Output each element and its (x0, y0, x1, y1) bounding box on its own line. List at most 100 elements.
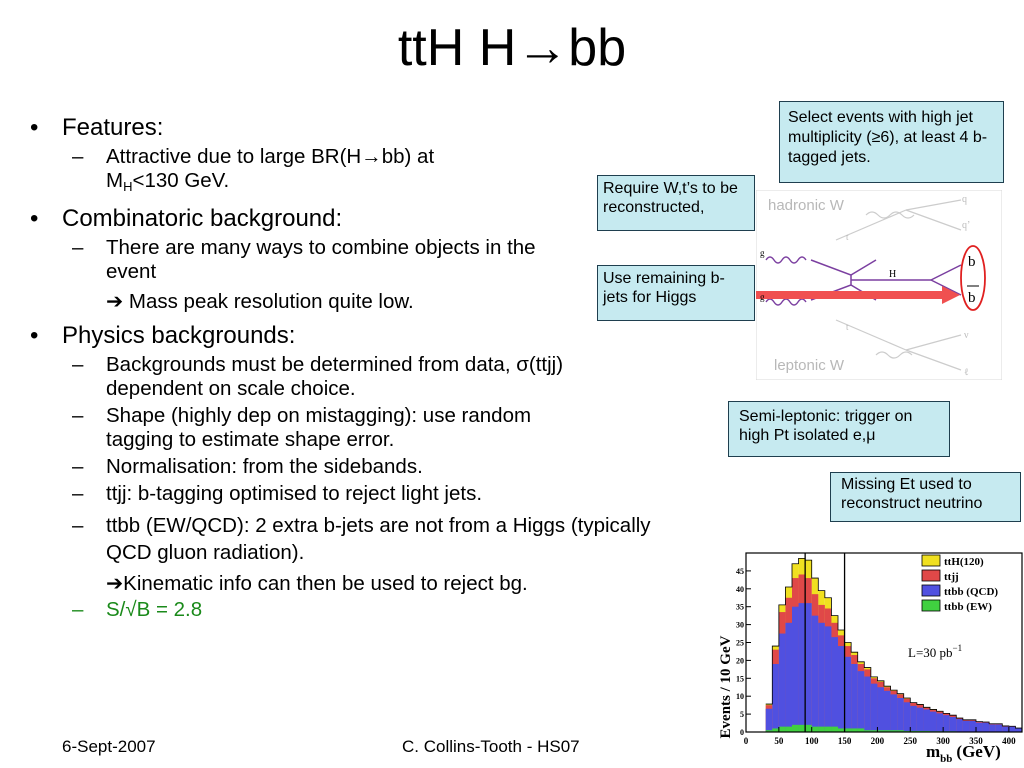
legend-label: ttjj (944, 571, 959, 583)
bullet-features: Features: (30, 114, 710, 142)
b-jets-circle (960, 245, 986, 311)
bin-ttbb-qcd- (916, 707, 924, 732)
x-tick-label: 300 (936, 736, 950, 746)
bin-ttbb-qcd- (956, 719, 963, 732)
bin-ttbb-ew- (897, 730, 904, 732)
bin-ttbb-qcd- (857, 671, 865, 732)
x-tick-label: 200 (871, 736, 885, 746)
bin-ttbb-qcd- (989, 724, 996, 732)
bin-ttbb-ew- (831, 726, 838, 732)
bin-ttbb-ew- (792, 724, 799, 732)
gluon-bottom-label: g (760, 292, 765, 302)
footer-author: C. Collins-Tooth - HS07 (402, 737, 580, 756)
x-tick-label: 400 (1002, 736, 1016, 746)
callout-require-w: Require W,t’s to be reconstructed, (597, 175, 755, 231)
hadronic-w-label: hadronic W (768, 197, 845, 214)
bin-ttbb-ew- (857, 728, 865, 732)
sub-bullet-normalisation: Normalisation: from the sidebands. (72, 455, 710, 479)
legend-swatch (921, 569, 941, 582)
bin-ttbb-qcd- (792, 606, 799, 732)
leptonic-w-label: leptonic W (774, 357, 845, 374)
mass-prefix: M (106, 169, 124, 192)
bin-ttbb-ew- (870, 730, 878, 732)
legend-label: ttbb (EW) (944, 601, 992, 613)
bin-ttbb-qcd- (1008, 726, 1016, 732)
bin-ttbb-qcd- (923, 709, 930, 732)
diagram-faded-lines (835, 199, 962, 371)
bin-ttbb-qcd- (976, 722, 983, 732)
x-axis-label: mbb (GeV) (926, 742, 1001, 765)
bin-ttbb-ew- (805, 724, 812, 732)
x-tick-label: 350 (969, 736, 983, 746)
bin-ttbb-ew- (824, 726, 832, 732)
mass-subscript: H (123, 179, 133, 194)
y-tick-label: 5 (740, 710, 744, 719)
bin-ttbb-ew- (811, 726, 819, 732)
top-label: t (846, 232, 849, 242)
bin-ttbb-qcd- (903, 702, 911, 732)
bullet-combinatoric: Combinatoric background: (30, 205, 710, 233)
x-tick-label: 0 (744, 736, 749, 746)
y-tick-label: 35 (736, 603, 744, 612)
bin-ttbb-ew- (890, 730, 898, 732)
bin-ttbb-ew- (884, 730, 891, 732)
y-tick-label: 15 (736, 674, 744, 683)
bin-ttbb-qcd- (831, 637, 838, 732)
bin-ttbb-qcd- (982, 722, 990, 732)
sub-bullet-significance: S/√B = 2.8 (72, 598, 710, 622)
y-tick-label: 40 (736, 585, 744, 594)
callout-missing-et: Missing Et used to reconstruct neutrino (830, 472, 1021, 522)
bin-ttbb-qcd- (844, 656, 852, 732)
lepton-label: ℓ (964, 367, 969, 378)
bbar-label: b (968, 290, 976, 306)
arrow-note-mass-peak: ➔ Mass peak resolution quite low. (106, 290, 414, 313)
bin-ttbb-qcd- (824, 626, 832, 732)
y-tick-label: 45 (736, 567, 744, 576)
sub-bullet-br-text: Attractive due to large BR(H→bb) at (106, 145, 435, 168)
sub-bullet-br: Attractive due to large BR(H→bb) at MH<1… (72, 145, 710, 199)
highlight-arrowhead (942, 286, 960, 304)
slide-title: ttH H→bb (397, 19, 627, 77)
bin-ttbb-ew- (765, 730, 773, 732)
bullet-physics: Physics backgrounds: (30, 322, 710, 350)
callout-semileptonic: Semi-leptonic: trigger on high Pt isolat… (728, 401, 950, 457)
bin-ttbb-qcd- (811, 615, 819, 732)
bin-ttbb-ew- (844, 728, 852, 732)
bin-ttbb-ew- (778, 726, 786, 732)
antitop-label: t (846, 322, 849, 332)
bin-ttbb-qcd- (877, 687, 884, 732)
bin-ttbb-qcd- (805, 603, 812, 732)
bin-ttbb-ew- (864, 730, 871, 732)
bin-ttbb-qcd- (910, 705, 917, 732)
higgs-decay-lines (930, 264, 962, 296)
bin-ttbb-ew- (877, 730, 884, 732)
legend-label: ttbb (QCD) (944, 586, 998, 598)
bin-ttbb-ew- (798, 724, 806, 732)
sub-bullet-combine: There are many ways to combine objects i… (72, 236, 576, 284)
bullet-list: Features: Attractive due to large BR(H→b… (30, 112, 710, 622)
bin-ttbb-qcd- (838, 646, 845, 732)
bin-ttbb-qcd- (785, 622, 792, 732)
x-tick-label: 100 (805, 736, 819, 746)
x-tick-label: 50 (774, 736, 784, 746)
quark-prime-label: q’ (962, 220, 970, 231)
bin-ttbb-qcd- (969, 720, 976, 732)
gluon-top-label: g (760, 248, 765, 258)
footer-date: 6-Sept-2007 (62, 737, 156, 756)
sub-bullet-ttbb: ttbb (EW/QCD): 2 extra b-jets are not fr… (72, 512, 686, 566)
legend-swatch (921, 584, 941, 597)
mass-rest: <130 GeV. (132, 169, 230, 192)
legend-swatch (921, 599, 941, 612)
bin-ttbb-qcd- (930, 711, 937, 732)
higgs-label: H (889, 269, 896, 280)
bin-ttbb-qcd- (890, 694, 898, 732)
callout-remaining-bjets: Use remaining b-jets for Higgs (597, 265, 755, 321)
sub-bullet-ttjj: ttjj: b-tagging optimised to reject ligh… (72, 482, 710, 506)
total-outline (765, 557, 1022, 729)
x-tick-label: 250 (904, 736, 918, 746)
legend-swatch (921, 554, 941, 567)
bin-ttbb-ew- (772, 728, 779, 732)
y-tick-label: 30 (736, 621, 744, 630)
legend-label: ttH(120) (944, 556, 984, 568)
y-tick-label: 0 (740, 728, 744, 737)
